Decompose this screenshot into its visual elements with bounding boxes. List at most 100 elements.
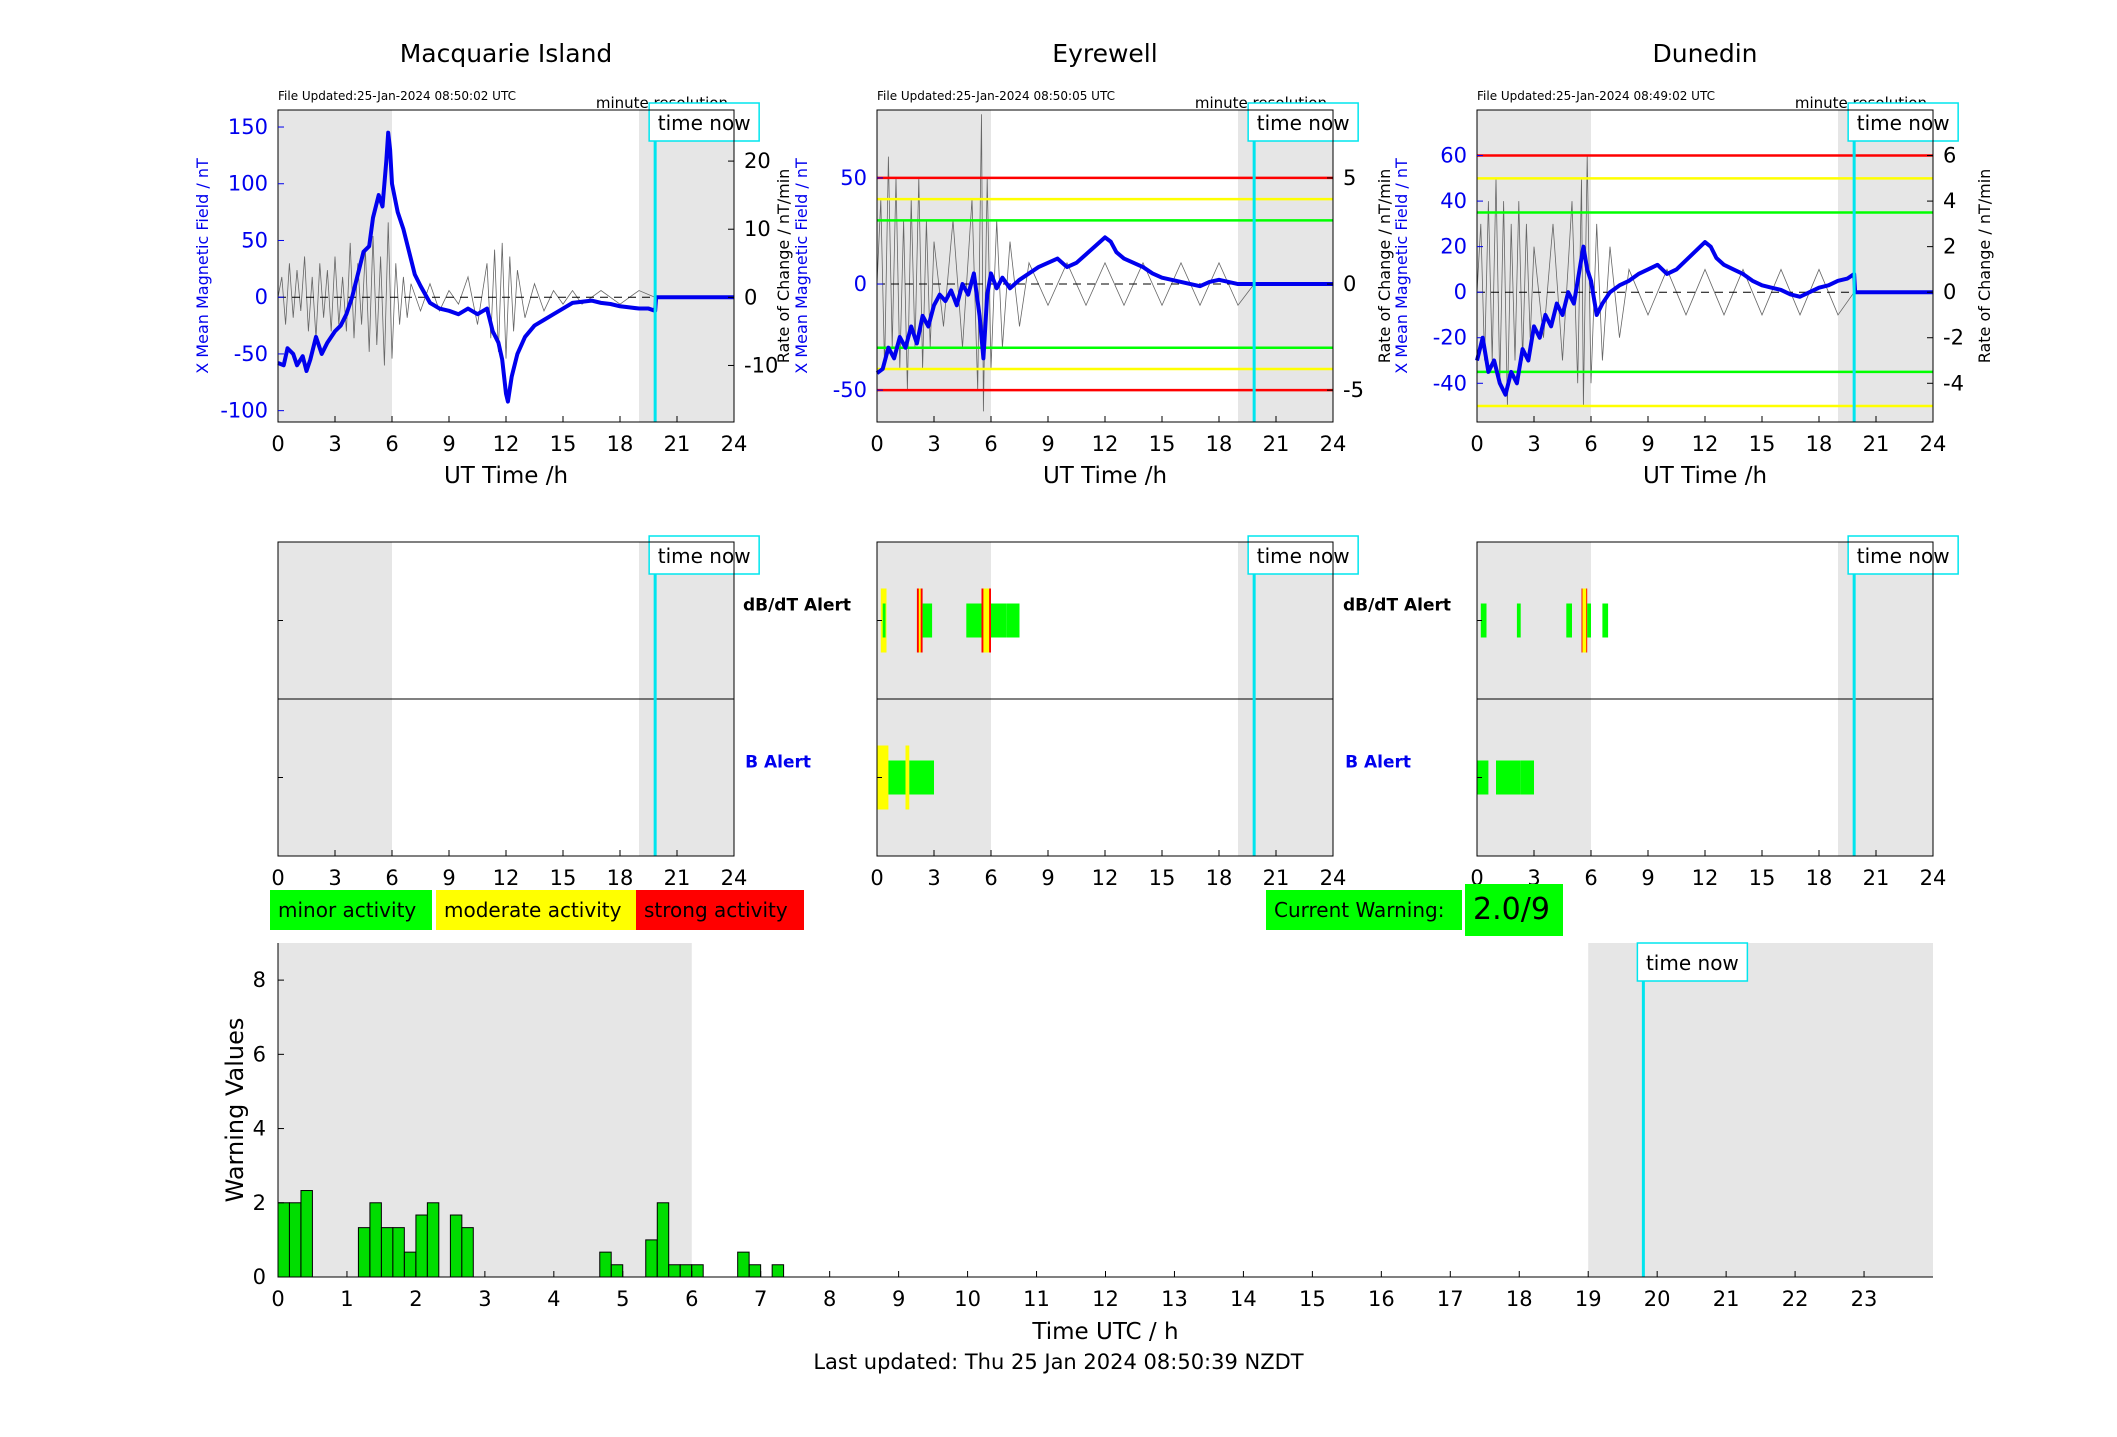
y-tick-label: -50 <box>833 378 867 402</box>
y-tick-label: 50 <box>840 166 867 190</box>
x-tick-label: 18 <box>1206 866 1233 890</box>
warning-bar <box>369 1202 382 1278</box>
dbdt-alert-block <box>1006 603 1020 638</box>
y-axis-label-left: X Mean Magnetic Field / nT <box>193 158 212 374</box>
y2-tick-label: 0 <box>1943 280 1956 304</box>
y-tick-label: -20 <box>1433 326 1467 350</box>
y-axis-label: Warning Values <box>221 1018 249 1203</box>
dbdt-alert-block <box>1602 603 1609 638</box>
b-alert-block <box>1520 760 1534 795</box>
warning-bar <box>748 1264 762 1278</box>
x-tick-label: 15 <box>1149 432 1176 456</box>
x-tick-label: 15 <box>1749 432 1776 456</box>
night-shade <box>278 110 392 422</box>
x-tick-label: 12 <box>1692 432 1719 456</box>
warning-bar <box>300 1190 313 1278</box>
x-tick-label: 16 <box>1368 1287 1395 1311</box>
dbdt-alert-block <box>1582 588 1587 653</box>
x-tick-label: 6 <box>385 866 398 890</box>
warning-bar <box>392 1227 405 1278</box>
x-tick-label: 6 <box>984 866 997 890</box>
y-axis-label-right: Rate of Change / nT/min <box>1975 169 1994 364</box>
b-alert-block <box>1496 760 1521 795</box>
y-axis-label-left: X Mean Magnetic Field / nT <box>1392 158 1411 374</box>
x-tick-label: 0 <box>271 432 284 456</box>
x-tick-label: 12 <box>1092 1287 1119 1311</box>
dbdt-alert-row-label: dB/dT Alert <box>1343 596 1451 616</box>
x-tick-label: 17 <box>1437 1287 1464 1311</box>
x-axis-label: Time UTC / h <box>1031 1319 1178 1345</box>
y-tick-label: 2 <box>253 1191 266 1215</box>
x-tick-label: 3 <box>1527 432 1540 456</box>
x-tick-label: 18 <box>1506 1287 1533 1311</box>
file-updated-label: File Updated:25-Jan-2024 08:49:02 UTC <box>1477 89 1715 103</box>
x-tick-label: 12 <box>1092 432 1119 456</box>
x-tick-label: 3 <box>927 866 940 890</box>
warning-bar <box>599 1251 612 1278</box>
y-tick-label: -50 <box>234 342 268 366</box>
plot-title: Dunedin <box>1653 39 1758 68</box>
dbdt-alert-block <box>1480 603 1487 638</box>
warning-bar <box>771 1264 785 1278</box>
x-field-series <box>875 235 1333 375</box>
dbdt-alert-block <box>966 603 982 638</box>
warning-bar <box>461 1227 474 1278</box>
x-tick-label: 15 <box>1749 866 1776 890</box>
y-tick-label: 150 <box>228 115 268 139</box>
y2-tick-label: 10 <box>744 217 771 241</box>
y-axis-label-left-secondary: Rate of Change / nT/min <box>774 169 793 364</box>
y2-tick-label: -10 <box>744 353 778 377</box>
dbdt-alert-block <box>1516 603 1521 638</box>
x-tick-label: 21 <box>664 866 691 890</box>
dbdt-alert-block <box>918 588 921 653</box>
b-alert-block <box>909 760 925 795</box>
x-tick-label: 18 <box>1206 432 1233 456</box>
x-tick-label: 3 <box>328 866 341 890</box>
warning-bar <box>415 1214 428 1278</box>
x-tick-label: 8 <box>823 1287 836 1311</box>
plot-title: Eyrewell <box>1052 39 1157 68</box>
x-tick-label: 2 <box>409 1287 422 1311</box>
time-now-label: time now <box>658 544 751 568</box>
file-updated-label: File Updated:25-Jan-2024 08:50:05 UTC <box>877 89 1115 103</box>
y-tick-label: 4 <box>253 1117 266 1141</box>
x-tick-label: 6 <box>385 432 398 456</box>
x-tick-label: 6 <box>984 432 997 456</box>
warning-bar <box>380 1227 394 1278</box>
x-tick-label: 22 <box>1782 1287 1809 1311</box>
x-tick-label: 24 <box>1920 432 1947 456</box>
dbdt-alert-block <box>991 603 1007 638</box>
x-tick-label: 12 <box>493 866 520 890</box>
night-shade <box>1238 110 1333 422</box>
x-tick-label: 21 <box>1713 1287 1740 1311</box>
x-tick-label: 0 <box>1470 432 1483 456</box>
y-tick-label: 60 <box>1440 144 1467 168</box>
night-shade <box>639 110 734 422</box>
x-tick-label: 21 <box>1863 866 1890 890</box>
dbdt-alert-block <box>922 603 933 638</box>
x-tick-label: 24 <box>721 432 748 456</box>
time-now-label: time now <box>1857 544 1950 568</box>
x-tick-label: 7 <box>754 1287 767 1311</box>
dbdt-alert-row-label: dB/dT Alert <box>743 596 851 616</box>
current-warning-label: Current Warning: <box>1266 890 1462 930</box>
x-tick-label: 3 <box>328 432 341 456</box>
x-tick-label: 0 <box>870 432 883 456</box>
time-now-box <box>1247 102 1359 142</box>
x-tick-label: 9 <box>442 432 455 456</box>
warning-bar <box>668 1264 681 1278</box>
time-now-label: time now <box>658 111 751 135</box>
x-tick-label: 3 <box>478 1287 491 1311</box>
x-tick-label: 12 <box>1092 866 1119 890</box>
night-shade <box>1588 943 1933 1277</box>
warning-bar <box>449 1214 463 1278</box>
x-axis-label: UT Time /h <box>1643 463 1767 489</box>
y-tick-label: -100 <box>220 399 268 423</box>
x-tick-label: 24 <box>1320 866 1347 890</box>
x-tick-label: 18 <box>1806 866 1833 890</box>
b-alert-block <box>888 760 896 795</box>
current-warning-value: 2.0/9 <box>1465 884 1563 936</box>
rate-of-change-series <box>876 114 1255 412</box>
warning-bar <box>656 1202 670 1278</box>
